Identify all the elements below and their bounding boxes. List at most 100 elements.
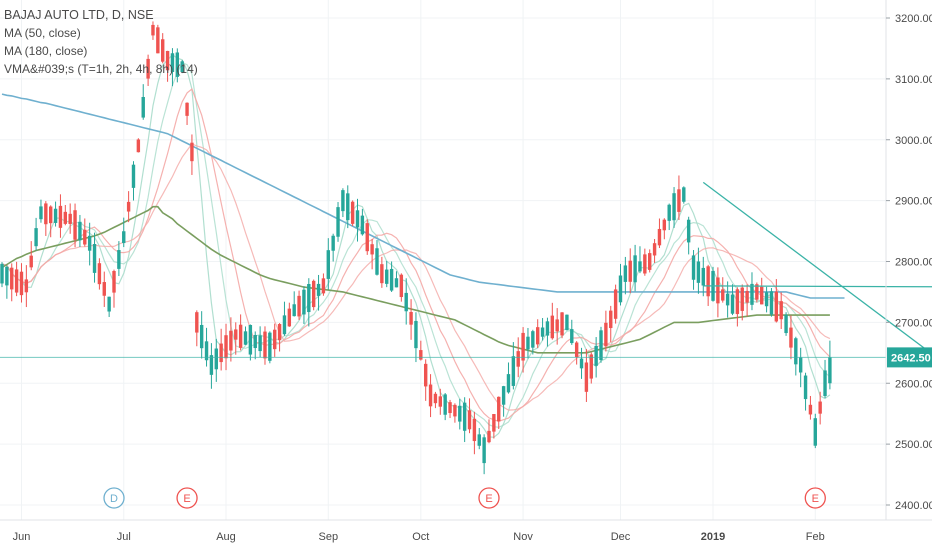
candle-body[interactable] [297,295,301,317]
candle-body[interactable] [462,402,467,431]
candle-body[interactable] [570,329,574,344]
candle-body[interactable] [360,215,365,235]
candle-body[interactable] [764,292,769,307]
candle-body[interactable] [472,418,477,442]
candle-body[interactable] [209,355,214,375]
candle-body[interactable] [107,296,111,312]
candle-body[interactable] [540,327,545,337]
candle-body[interactable] [628,260,632,282]
candle-body[interactable] [185,102,189,116]
candle-body[interactable] [112,270,116,293]
candle-body[interactable] [34,228,38,247]
candle-body[interactable] [467,410,472,430]
candle-body[interactable] [604,322,608,347]
candle-body[interactable] [506,374,511,393]
candle-body[interactable] [448,402,452,414]
candle-body[interactable] [423,363,428,387]
candle-body[interactable] [141,96,145,118]
candle-body[interactable] [214,348,218,370]
candle-body[interactable] [287,308,292,327]
candle-body[interactable] [594,345,598,366]
candle-body[interactable] [253,334,257,349]
candle-body[interactable] [696,261,701,283]
candle-body[interactable] [721,289,725,301]
candle-body[interactable] [531,331,535,348]
candle-body[interactable] [725,293,730,306]
legend-ma180[interactable]: MA (180, close) [4,44,88,58]
candle-body[interactable] [613,289,618,319]
candle-body[interactable] [774,291,779,322]
candle-body[interactable] [49,206,53,224]
candle-body[interactable] [740,287,744,311]
candle-body[interactable] [258,335,262,352]
candle-body[interactable] [302,289,306,315]
candle-body[interactable] [638,261,642,272]
candle-body[interactable] [243,331,248,345]
candle-body[interactable] [326,250,330,279]
candle-body[interactable] [828,357,832,384]
candle-body[interactable] [190,142,194,162]
candle-body[interactable] [682,187,686,202]
candle-body[interactable] [370,244,374,255]
candle-body[interactable] [316,283,321,296]
candle-body[interactable] [487,430,491,443]
candle-body[interactable] [609,310,613,329]
candle-body[interactable] [477,434,481,446]
candle-body[interactable] [716,277,720,304]
candle-body[interactable] [175,52,180,77]
candle-body[interactable] [643,254,647,274]
legend-ma50[interactable]: MA (50, close) [4,26,81,40]
candle-body[interactable] [204,341,209,361]
candle-body[interactable] [29,255,33,268]
candle-body[interactable] [667,204,671,221]
candle-body[interactable] [808,404,813,415]
candle-body[interactable] [662,219,667,231]
candle-body[interactable] [151,24,155,36]
candle-body[interactable] [701,267,705,286]
candle-body[interactable] [414,320,418,349]
candle-body[interactable] [404,292,408,312]
candle-body[interactable] [219,343,223,363]
candle-body[interactable] [550,315,555,339]
candle-body[interactable] [282,315,287,335]
candle-body[interactable] [443,394,447,415]
candle-body[interactable] [14,269,19,293]
candle-body[interactable] [618,275,623,303]
candle-body[interactable] [599,330,603,361]
candle-body[interactable] [263,331,267,359]
candle-body[interactable] [389,268,394,291]
candle-body[interactable] [336,207,340,237]
candle-body[interactable] [482,437,486,464]
candle-body[interactable] [234,329,238,340]
candle-body[interactable] [492,414,496,432]
candle-body[interactable] [623,265,628,282]
candle-body[interactable] [199,324,204,349]
candle-body[interactable] [657,228,662,246]
candle-body[interactable] [161,39,165,62]
candle-body[interactable] [268,332,272,361]
candle-body[interactable] [399,274,404,298]
candle-body[interactable] [428,384,433,407]
candle-body[interactable] [44,203,48,225]
candle-body[interactable] [526,336,530,350]
candle-body[interactable] [331,235,335,251]
candle-body[interactable] [574,342,579,358]
trendline-horizontal[interactable] [703,285,932,288]
candle-body[interactable] [19,271,24,296]
candle-body[interactable] [380,264,384,284]
candle-body[interactable] [438,396,442,407]
candle-body[interactable] [516,351,520,367]
event-marker-earnings[interactable] [176,487,198,509]
legend-vma[interactable]: VMA&#039;s (T=1h, 2h, 4h, 8h) (14) [4,62,198,76]
candle-body[interactable] [131,164,136,188]
candle-body[interactable] [394,278,399,288]
candle-body[interactable] [409,311,413,325]
candle-body[interactable] [555,319,559,332]
candle-body[interactable] [579,358,584,369]
candle-body[interactable] [798,357,803,373]
candle-body[interactable] [458,405,462,422]
candle-body[interactable] [156,27,160,54]
candle-body[interactable] [633,255,637,283]
candle-body[interactable] [652,243,657,256]
